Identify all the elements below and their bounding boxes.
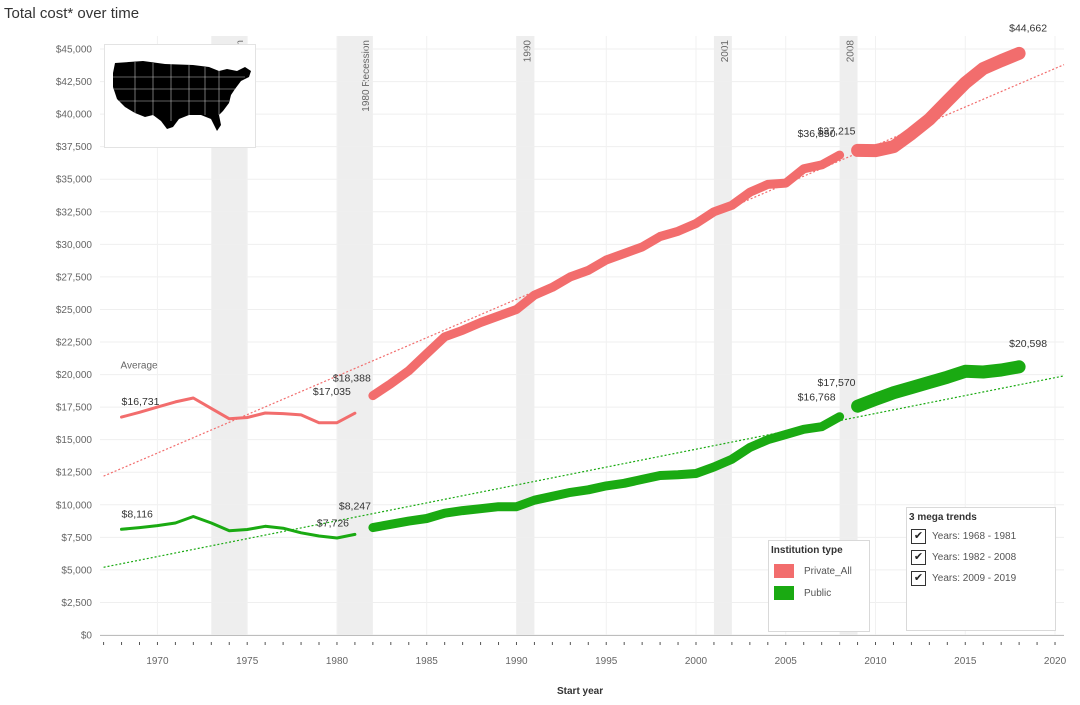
filter-label: Years: 2009 - 2019 (932, 573, 1017, 584)
data-label: $20,598 (1009, 338, 1047, 350)
recession-label-1: 1980 Recession (361, 40, 372, 112)
data-label: $37,215 (818, 125, 856, 137)
series-line-0-segment-0[interactable] (120, 396, 357, 425)
y-tick-label: $37,500 (56, 142, 93, 153)
y-tick-label: $2,500 (61, 598, 92, 609)
filter-item-2009-2019[interactable]: ✔ Years: 2009 - 2019 (911, 571, 1055, 586)
series-line-0-segment-1[interactable] (368, 150, 845, 401)
x-tick-label: 2020 (1044, 656, 1067, 667)
y-tick-label: $35,000 (56, 175, 93, 186)
recession-band-3 (713, 36, 732, 635)
series-lines (120, 46, 1026, 540)
y-tick-label: $15,000 (56, 435, 93, 446)
y-tick-label: $5,000 (61, 565, 92, 576)
data-label: $16,768 (798, 392, 836, 404)
data-label: $17,035 (313, 386, 351, 398)
institution-type-legend: Institution type Private_All Public (768, 540, 870, 632)
legend-item-private[interactable]: Private_All (774, 564, 869, 578)
filter-item-1982-2008[interactable]: ✔ Years: 1982 - 2008 (911, 550, 1055, 565)
axes: $0 $2,500 $5,000 $7,500 $10,000 $12,500 $15,00… (56, 45, 1067, 667)
y-tick-label: $12,500 (56, 468, 93, 479)
y-tick-label: $42,500 (56, 77, 93, 88)
recession-band-1 (336, 36, 373, 635)
y-tick-label: $27,500 (56, 272, 93, 283)
legend-item-public[interactable]: Public (774, 586, 869, 600)
data-label: $16,731 (122, 396, 160, 408)
data-labels: Average $16,731 $17,035$18,388 $36,850$37,2… (121, 22, 1048, 529)
chart-title: Total cost* over time (4, 5, 140, 22)
filter-item-1968-1981[interactable]: ✔ Years: 1968 - 1981 (911, 529, 1055, 544)
recession-band-4 (839, 36, 858, 635)
y-tick-label: $17,500 (56, 403, 93, 414)
x-tick-label: 1980 (326, 656, 349, 667)
trend-line-1 (103, 375, 1065, 568)
x-tick-label: 2000 (685, 656, 708, 667)
series-line-0-segment-2[interactable] (851, 46, 1026, 158)
x-tick-label: 1985 (416, 656, 439, 667)
data-label: $17,570 (818, 377, 856, 389)
average-label: Average (121, 361, 159, 372)
trend-lines (103, 64, 1065, 568)
data-label: $7,726 (317, 517, 349, 529)
recession-band-2 (516, 36, 535, 635)
filter-title: 3 mega trends (909, 512, 977, 523)
checkbox-checked-icon[interactable]: ✔ (911, 571, 926, 586)
recession-label-4: 2008 (846, 40, 857, 63)
data-label: $8,116 (122, 508, 153, 520)
filter-label: Years: 1982 - 2008 (932, 552, 1017, 563)
y-tick-label: $30,000 (56, 240, 93, 251)
x-tick-label: 1970 (146, 656, 169, 667)
x-tick-label: 1995 (595, 656, 618, 667)
checkbox-checked-icon[interactable]: ✔ (911, 550, 926, 565)
filter-label: Years: 1968 - 1981 (932, 531, 1017, 542)
y-tick-label: $0 (81, 631, 93, 642)
y-tick-label: $20,000 (56, 370, 93, 381)
recession-label-3: 2001 (720, 40, 731, 63)
mega-trends-filter: 3 mega trends ✔ Years: 1968 - 1981 ✔ Yea… (906, 507, 1056, 631)
data-label: $8,247 (339, 501, 371, 513)
x-axis-title: Start year (557, 686, 604, 697)
series-line-1-segment-2[interactable] (851, 360, 1026, 413)
y-tick-label: $7,500 (61, 533, 92, 544)
legend-swatch-public (774, 586, 794, 600)
data-label: $36,850 (798, 128, 836, 140)
y-tick-label: $40,000 (56, 110, 93, 121)
y-tick-label: $10,000 (56, 500, 93, 511)
checkbox-checked-icon[interactable]: ✔ (911, 529, 926, 544)
data-label: $18,388 (333, 373, 371, 385)
x-tick-label: 1990 (505, 656, 528, 667)
recession-label-2: 1990 (522, 40, 533, 63)
series-line-1-segment-0[interactable] (120, 515, 357, 540)
y-tick-label: $32,500 (56, 207, 93, 218)
legend-swatch-private (774, 564, 794, 578)
y-tick-label: $25,000 (56, 305, 93, 316)
y-tick-label: $45,000 (56, 45, 93, 56)
legend-title: Institution type (771, 545, 843, 556)
series-line-1-segment-1[interactable] (368, 412, 845, 533)
y-tick-label: $22,500 (56, 338, 93, 349)
us-map-icon[interactable] (104, 44, 256, 148)
x-tick-label: 1975 (236, 656, 259, 667)
legend-label-private: Private_All (804, 565, 852, 577)
x-tick-label: 2015 (954, 656, 977, 667)
legend-label-public: Public (804, 587, 832, 599)
data-label: $44,662 (1009, 22, 1047, 34)
x-tick-label: 2010 (864, 656, 887, 667)
x-tick-label: 2005 (775, 656, 798, 667)
